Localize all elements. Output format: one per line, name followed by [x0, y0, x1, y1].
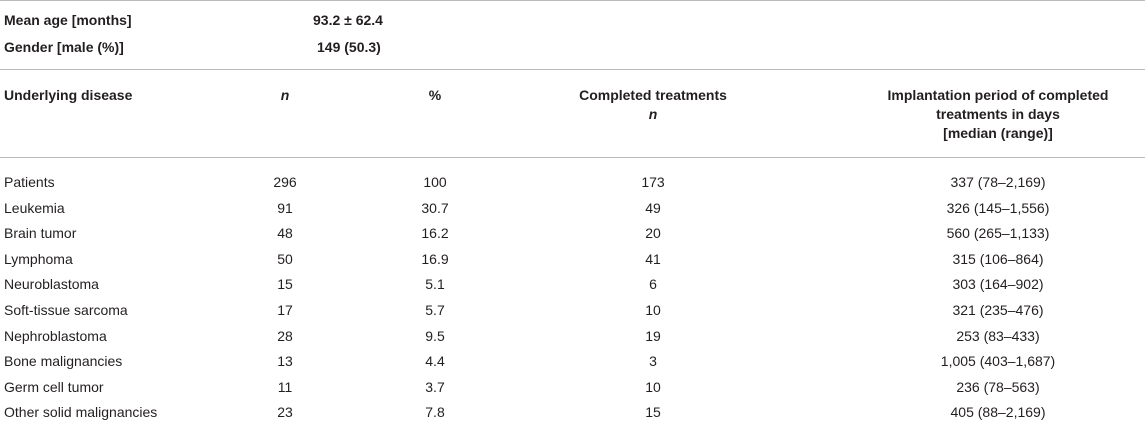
header-completed-n: n	[648, 106, 658, 122]
cell-completed: 6	[649, 276, 657, 293]
mean-age-value: 93.2 ± 62.4	[313, 12, 383, 28]
summary-rule	[0, 69, 1145, 70]
cell-percent: 100	[423, 174, 447, 190]
cell-implantation: 303 (164–902)	[952, 276, 1044, 293]
cell-n: 296	[273, 174, 297, 190]
cell-n: 15	[277, 276, 293, 293]
cell-percent: 16.2	[421, 225, 449, 242]
cell-implantation: 405 (88–2,169)	[950, 404, 1046, 421]
table-row: Nephroblastoma 28 9.5 19 253 (83–433)	[0, 324, 1145, 349]
cell-implantation: 337 (78–2,169)	[950, 174, 1046, 190]
header-implantation-line1: Implantation period of completed	[887, 87, 1109, 103]
cell-disease: Germ cell tumor	[4, 378, 104, 395]
header-implantation: Implantation period of completed treatme…	[848, 86, 1145, 143]
cell-completed: 10	[645, 378, 661, 395]
cell-n: 48	[277, 225, 293, 242]
gender-value: 149 (50.3)	[317, 39, 381, 55]
cell-completed: 173	[641, 174, 665, 190]
cell-completed: 19	[645, 327, 661, 344]
cell-completed: 3	[649, 353, 657, 370]
header-implantation-line3: [median (range)]	[943, 125, 1053, 141]
cell-implantation: 326 (145–1,556)	[946, 199, 1050, 216]
table-row: Neuroblastoma 15 5.1 6 303 (164–902)	[0, 272, 1145, 297]
table-row: Patients 296 100 173 337 (78–2,169)	[0, 170, 1145, 195]
cell-percent: 16.9	[421, 250, 449, 267]
cell-percent: 30.7	[421, 199, 449, 216]
cell-n: 13	[277, 353, 293, 370]
cell-completed: 10	[645, 302, 661, 318]
cell-disease: Nephroblastoma	[4, 327, 107, 344]
cell-implantation: 321 (235–476)	[952, 302, 1044, 318]
cell-completed: 49	[645, 199, 661, 216]
cell-percent: 5.7	[425, 302, 445, 318]
cell-implantation: 253 (83–433)	[956, 327, 1040, 344]
cell-percent: 7.8	[425, 404, 445, 421]
header-implantation-line2: treatments in days	[936, 106, 1060, 122]
cell-implantation: 236 (78–563)	[956, 378, 1040, 395]
cell-implantation: 560 (265–1,133)	[946, 225, 1050, 242]
cell-completed: 15	[645, 404, 661, 421]
cell-completed: 20	[645, 225, 661, 242]
cell-n: 23	[277, 404, 293, 421]
header-completed-label: Completed treatments	[579, 87, 727, 103]
table-row: Brain tumor 48 16.2 20 560 (265–1,133)	[0, 221, 1145, 246]
cell-disease: Leukemia	[4, 199, 65, 216]
cell-percent: 4.4	[425, 353, 445, 370]
cell-n: 28	[277, 327, 293, 344]
cell-disease: Bone malignancies	[4, 353, 123, 370]
table-row: Lymphoma 50 16.9 41 315 (106–864)	[0, 247, 1145, 272]
mean-age-label: Mean age [months]	[4, 12, 132, 28]
cell-disease: Neuroblastoma	[4, 276, 99, 293]
cell-n: 50	[277, 250, 293, 267]
cell-percent: 9.5	[425, 327, 445, 344]
cell-n: 91	[277, 199, 293, 216]
cell-percent: 5.1	[425, 276, 445, 293]
table-row: Other solid malignancies 23 7.8 15 405 (88–2…	[0, 400, 1145, 425]
cell-disease: Other solid malignancies	[4, 404, 158, 421]
header-rule	[0, 157, 1145, 158]
header-disease: Underlying disease	[4, 87, 133, 103]
header-n: n	[280, 87, 290, 103]
cell-percent: 3.7	[425, 378, 445, 395]
gender-label: Gender [male (%)]	[4, 39, 124, 55]
table-row: Leukemia 91 30.7 49 326 (145–1,556)	[0, 196, 1145, 221]
cell-n: 11	[277, 378, 293, 395]
cell-disease: Patients	[4, 174, 55, 190]
cell-implantation: 1,005 (403–1,687)	[940, 353, 1056, 370]
cell-completed: 41	[645, 250, 661, 267]
table-row: Germ cell tumor 11 3.7 10 236 (78–563)	[0, 375, 1145, 400]
top-rule	[0, 0, 1145, 1]
header-completed: Completed treatments n	[543, 86, 763, 124]
cell-implantation: 315 (106–864)	[952, 250, 1044, 267]
cell-disease: Lymphoma	[4, 250, 73, 267]
cell-disease: Soft-tissue sarcoma	[4, 302, 128, 318]
cell-n: 17	[277, 302, 293, 318]
header-percent: %	[428, 87, 442, 103]
table-row: Soft-tissue sarcoma 17 5.7 10 321 (235–476)	[0, 298, 1145, 323]
cell-disease: Brain tumor	[4, 225, 77, 242]
table-row: Bone malignancies 13 4.4 3 1,005 (403–1,687)	[0, 349, 1145, 374]
